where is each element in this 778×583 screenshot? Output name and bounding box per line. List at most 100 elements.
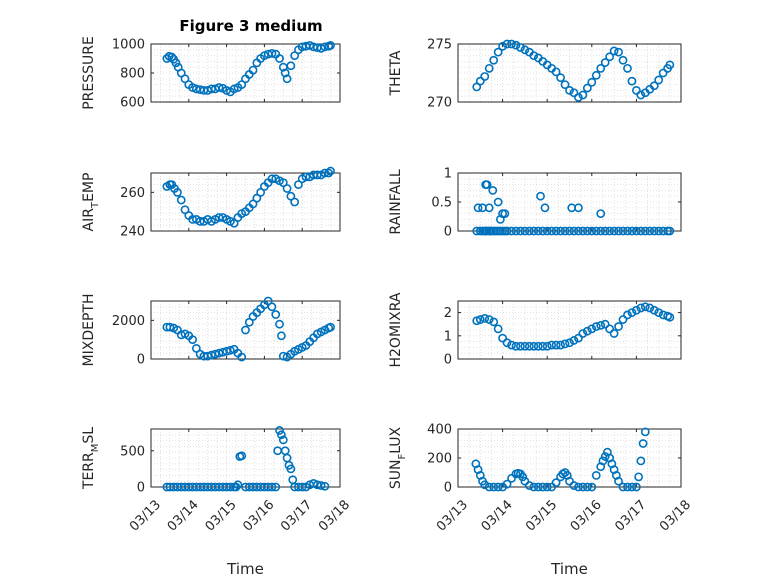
data-point <box>280 68 290 78</box>
x-tick-label: 03/14 <box>165 497 202 534</box>
data-point <box>609 46 619 56</box>
x-tick-label: 03/17 <box>278 497 315 534</box>
data-point <box>538 341 548 351</box>
data-point <box>614 226 623 236</box>
data-point <box>542 482 552 492</box>
data-point <box>480 72 490 81</box>
data-point <box>277 430 286 440</box>
y-tick-label: 1 <box>444 329 452 344</box>
data-point <box>237 451 247 461</box>
data-point <box>560 226 570 236</box>
data-point <box>565 338 574 348</box>
y-tick-label: 2000 <box>112 314 145 329</box>
axes-pressure: 600 800 1000 PRESSURE <box>81 36 341 111</box>
data-point <box>605 52 615 62</box>
y-tick-label: 200 <box>427 452 452 467</box>
data-point <box>565 86 574 95</box>
data-point <box>316 481 326 490</box>
data-point <box>618 55 628 65</box>
data-point <box>267 174 277 184</box>
data-point <box>658 68 668 78</box>
data-point <box>297 482 307 492</box>
data-point <box>475 76 485 86</box>
data-point <box>516 43 525 52</box>
data-point <box>551 478 561 488</box>
y-tick-label: 600 <box>120 96 145 111</box>
data-point <box>326 322 335 332</box>
data-point <box>225 482 235 492</box>
data-point <box>578 329 588 338</box>
data-point <box>600 226 610 236</box>
y-axis-label: RAINFALL <box>388 169 404 234</box>
data-point <box>533 226 543 236</box>
data-point <box>520 476 530 486</box>
data-point <box>165 322 175 332</box>
data-point <box>636 226 646 236</box>
axes-border <box>150 172 341 232</box>
figure-title: Figure 3 medium <box>179 17 322 35</box>
x-tick-label: 03/14 <box>479 497 516 534</box>
y-axis-label: AIRTEMP <box>81 173 101 232</box>
data-point <box>507 340 516 350</box>
y-tick-label: 400 <box>427 423 452 438</box>
data-point <box>301 172 311 182</box>
x-axis-label: Time <box>550 560 588 578</box>
data-point <box>609 226 619 236</box>
data-point <box>472 226 482 236</box>
data-point <box>488 185 498 195</box>
x-tick-label: 03/15 <box>203 497 240 534</box>
data-point <box>320 168 330 178</box>
data-point <box>582 226 592 236</box>
axes-terr-msl: 03/13 03/14 03/15 03/16 03/17 03/18 0 500 TERRMS… <box>81 426 353 578</box>
data-point <box>623 482 632 492</box>
data-point <box>569 481 579 490</box>
data-point <box>623 226 632 236</box>
y-tick-label: 275 <box>427 38 452 53</box>
data-point <box>614 322 623 331</box>
data-point <box>638 439 648 448</box>
data-point <box>600 319 610 329</box>
data-point <box>493 324 503 334</box>
data-point <box>233 480 243 490</box>
data-point <box>596 63 606 73</box>
data-point <box>538 482 548 492</box>
axes-theta: 270 275 THETA <box>388 38 682 111</box>
data-point <box>551 226 561 236</box>
y-tick-label: 500 <box>120 444 145 459</box>
data-point <box>484 203 494 213</box>
data-point <box>518 472 528 482</box>
data-point <box>623 310 632 320</box>
data-point <box>609 329 619 338</box>
data-point <box>578 482 588 492</box>
data-point <box>498 333 507 343</box>
data-point <box>520 341 530 351</box>
data-point <box>591 470 601 480</box>
data-point <box>312 170 322 180</box>
y-axis-label: MIXDEPTH <box>81 294 97 367</box>
data-point <box>326 166 335 176</box>
data-point <box>493 482 503 492</box>
y-tick-label: 240 <box>120 225 145 240</box>
data-point <box>632 482 641 492</box>
axes-background <box>150 300 341 360</box>
axes-h2omixra: 0 1 2 H2OMIXRA <box>388 292 682 368</box>
data-point <box>654 308 664 317</box>
data-point <box>489 482 499 492</box>
x-axis-label: Time <box>226 560 264 578</box>
y-axis-label: H2OMIXRA <box>388 292 404 367</box>
data-point <box>493 197 503 207</box>
data-point <box>665 312 675 322</box>
data-point <box>290 197 300 207</box>
data-point <box>278 351 288 361</box>
data-point <box>618 226 628 236</box>
data-point <box>665 226 675 236</box>
data-point <box>574 92 583 102</box>
axes-border <box>457 43 682 103</box>
data-point <box>565 226 574 236</box>
data-point <box>502 338 512 348</box>
data-point <box>482 180 492 189</box>
x-tick-label: 03/13 <box>434 497 471 534</box>
data-point <box>516 226 525 236</box>
data-point <box>649 81 659 91</box>
